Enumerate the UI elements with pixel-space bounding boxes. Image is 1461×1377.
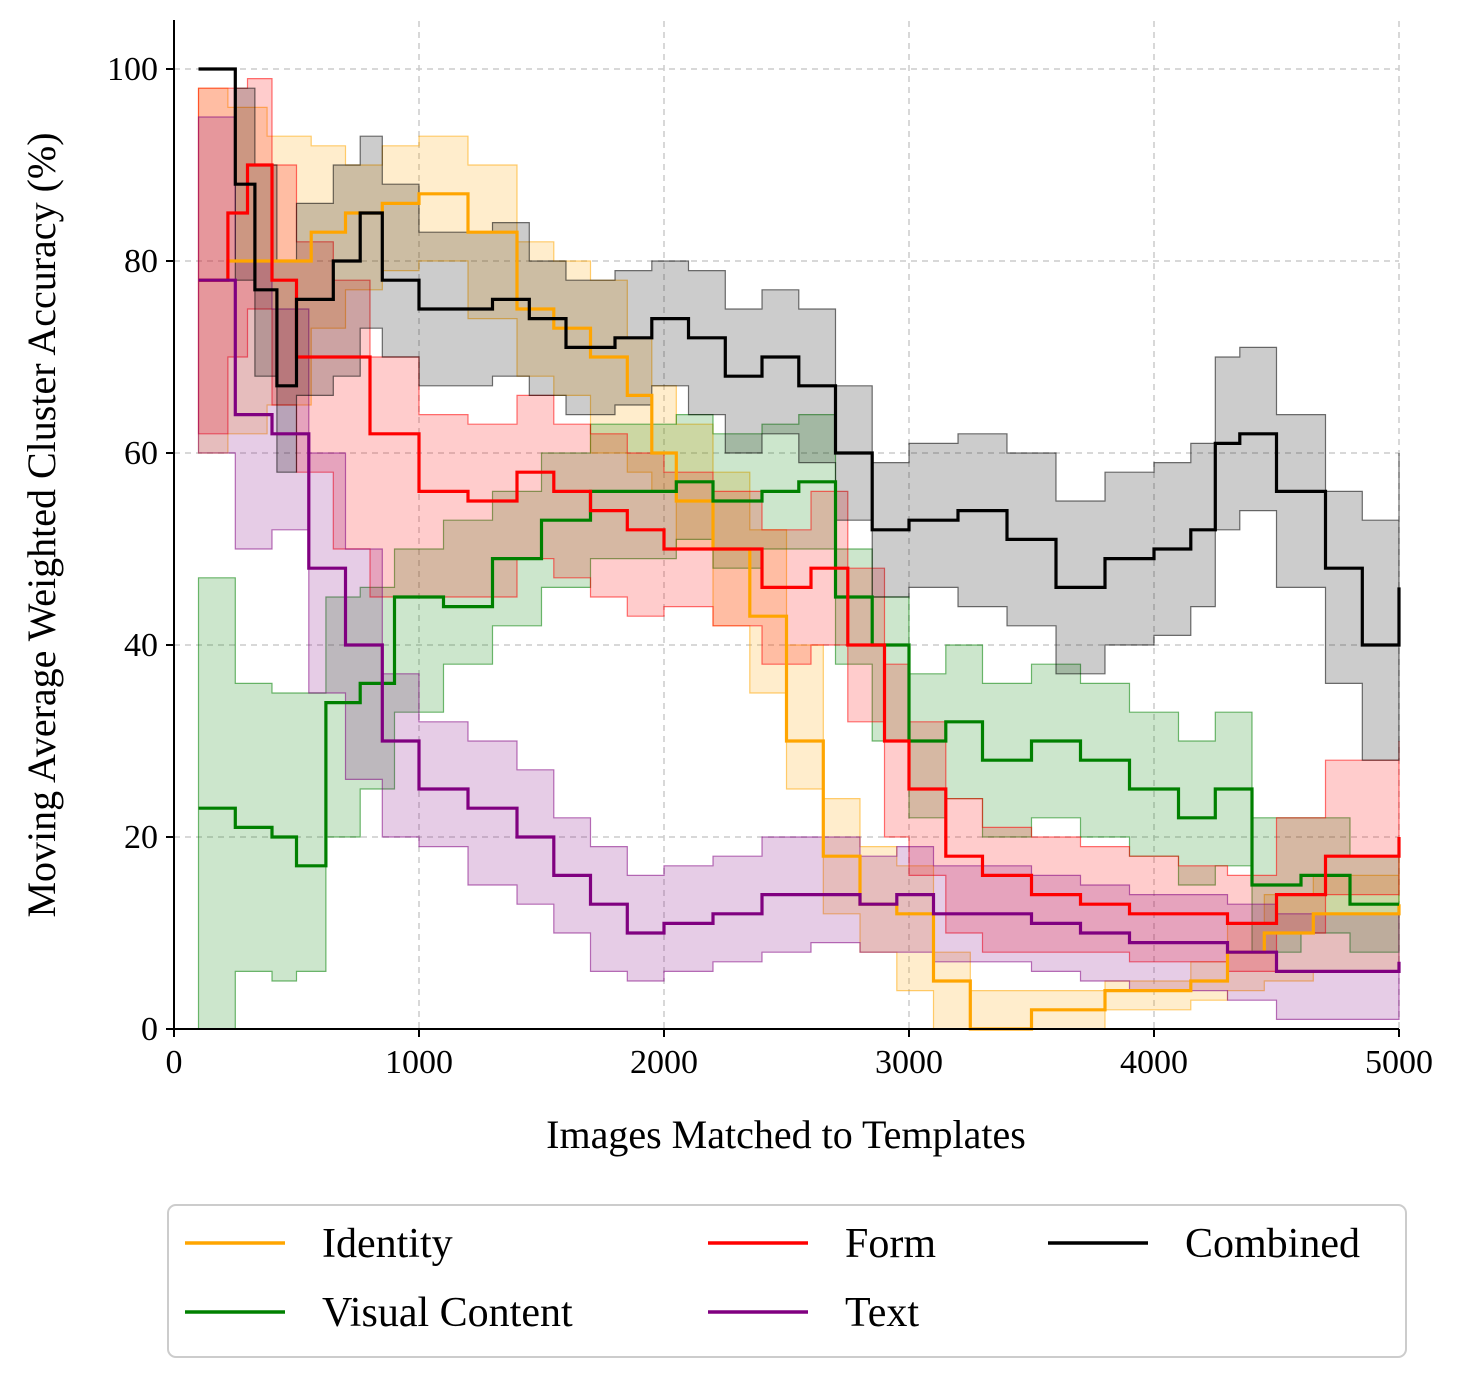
legend-label: Form <box>845 1221 936 1267</box>
legend-item-form: Form <box>708 1221 936 1267</box>
series-line-text <box>198 278 1401 973</box>
band-text <box>197 116 1400 1021</box>
x-tick-label: 0 <box>166 1044 183 1081</box>
x-tick-label: 1000 <box>385 1044 453 1081</box>
y-tick-label: 80 <box>124 243 158 280</box>
y-axis-label: Moving Average Weighted Cluster Accuracy… <box>19 132 64 917</box>
legend-label: Combined <box>1185 1221 1360 1267</box>
legend-item-combined: Combined <box>1048 1221 1360 1267</box>
y-tick-label: 0 <box>141 1011 158 1048</box>
line-layer <box>198 67 1401 1031</box>
x-tick-label: 3000 <box>875 1044 943 1081</box>
legend-item-identity: Identity <box>185 1221 453 1267</box>
legend-label: Visual Content <box>322 1290 573 1336</box>
legend-item-text: Text <box>708 1290 919 1336</box>
band-visual-content <box>197 414 1400 1030</box>
x-tick-label: 4000 <box>1120 1044 1188 1081</box>
legend: Identity Form Combined Visual Content Text <box>167 1204 1407 1358</box>
x-axis-label: Images Matched to Templates <box>546 1112 1026 1157</box>
series-line-form <box>198 163 1401 925</box>
series-line-visual-content <box>198 480 1399 906</box>
y-tick-label: 100 <box>107 51 158 88</box>
y-tick-label: 40 <box>124 627 158 664</box>
legend-item-visual-content: Visual Content <box>185 1290 573 1336</box>
x-tick-label: 5000 <box>1365 1044 1433 1081</box>
axes-layer: 0 1000 2000 3000 4000 5000 0 20 40 60 80 100 <box>107 20 1433 1081</box>
y-tick-label: 60 <box>124 435 158 472</box>
legend-label: Text <box>845 1290 919 1336</box>
series-line-combined <box>198 67 1401 647</box>
legend-label: Identity <box>322 1221 453 1267</box>
y-tick-label: 20 <box>124 819 158 856</box>
x-tick-label: 2000 <box>630 1044 698 1081</box>
